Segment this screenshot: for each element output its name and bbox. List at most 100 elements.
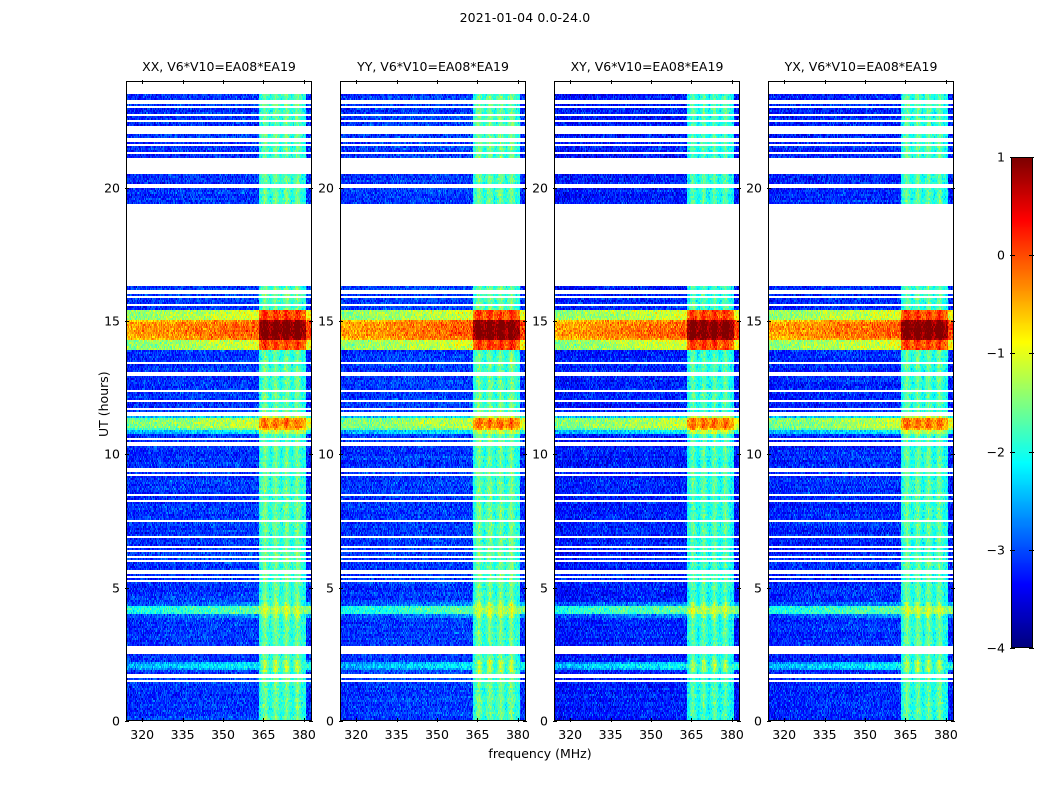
panel-xx-xtick-top xyxy=(303,80,305,84)
panel-yy-xtick xyxy=(437,718,439,722)
panel-xx-xticklabel: 350 xyxy=(211,727,235,742)
panel-xx-yticklabel: 15 xyxy=(104,313,120,329)
panel-yy-xticklabel: 365 xyxy=(465,727,490,742)
panel-yx-xtick xyxy=(824,718,826,722)
figure-suptitle: 2021-01-04 0.0-24.0 xyxy=(459,10,591,25)
panel-xx-ytick-right xyxy=(309,721,313,722)
colorbar-ticklabel: 0 xyxy=(997,247,1005,263)
panel-xy-xtick xyxy=(691,718,693,722)
panel-yy-yticklabel: 0 xyxy=(326,713,334,729)
panel-xx-xticklabel: 320 xyxy=(130,727,155,742)
panel-yx-ytick-right xyxy=(951,721,955,722)
panel-xy-xtick xyxy=(731,718,733,722)
panel-xy-title: XY, V6*V10=EA08*EA19 xyxy=(570,59,724,74)
x-axis-label: frequency (MHz) xyxy=(488,746,592,761)
panel-xx-axes xyxy=(126,81,312,721)
panel-yy-ytick xyxy=(339,187,343,189)
panel-xx-ytick xyxy=(125,321,129,322)
panel-yy-spectrogram xyxy=(341,82,525,720)
panel-yy: YY, V6*V10=EA08*EA19 320 335 350 365 380 0 5 10 1… xyxy=(318,59,530,742)
panel-xy-xtick-top xyxy=(570,80,572,84)
panel-yx-title: YX, V6*V10=EA08*EA19 xyxy=(784,59,938,74)
panel-xy-ytick xyxy=(553,187,557,189)
panel-yy-xtick xyxy=(356,718,358,722)
panel-xy-ytick-right xyxy=(737,454,741,456)
panel-yx-ytick xyxy=(767,587,771,589)
panel-yy-xtick xyxy=(396,718,398,722)
panel-xx-spectrogram xyxy=(127,82,311,720)
panel-xy-ytick-right xyxy=(737,321,741,322)
panel-xy-xtick xyxy=(651,718,653,722)
colorbar-tick xyxy=(1010,549,1015,551)
panel-xx-xtick-top xyxy=(223,80,225,84)
panel-yx-ytick-right xyxy=(951,454,955,456)
panel-xx-ytick xyxy=(125,587,129,589)
panel-yx-ytick xyxy=(767,187,771,189)
panel-yx-ytick-right xyxy=(951,587,955,589)
y-axis-label: UT (hours) xyxy=(96,371,111,437)
panel-yx-xtick xyxy=(945,718,947,722)
panel-xx-xtick xyxy=(223,718,225,722)
panel-yy-xtick-top xyxy=(437,80,439,84)
panel-xx-xticklabel: 380 xyxy=(291,727,316,742)
panel-xy: XY, V6*V10=EA08*EA19 320 335 350 365 380 0 5 10 1… xyxy=(532,59,744,742)
colorbar-tick xyxy=(1010,648,1015,649)
colorbar-tick xyxy=(1010,353,1015,355)
panel-xy-xticklabel: 380 xyxy=(719,727,744,742)
colorbar-ticklabel: −4 xyxy=(986,640,1005,656)
panel-xx-ytick-right xyxy=(309,187,313,189)
panel-yy-xtick-top xyxy=(356,80,358,84)
panel-xy-xticklabel: 365 xyxy=(679,727,704,742)
panel-yx-yticklabel: 10 xyxy=(746,446,762,462)
panel-xy-yticklabel: 0 xyxy=(540,713,548,729)
panel-yx-xtick-top xyxy=(824,80,826,84)
panel-xx-ytick-right xyxy=(309,454,313,456)
panel-yx-xtick xyxy=(905,718,907,722)
colorbar-tick xyxy=(1010,157,1015,158)
panel-xx-xticklabel: 335 xyxy=(170,727,195,742)
panel-yy-yticklabel: 15 xyxy=(318,313,334,329)
panel-yx-xtick-top xyxy=(784,80,786,84)
panel-xy-spectrogram xyxy=(555,82,739,720)
panel-yx-yticklabel: 15 xyxy=(746,313,762,329)
colorbar-tick-right xyxy=(1029,451,1034,453)
panel-yy-ytick-right xyxy=(523,587,527,589)
colorbar-tick-right xyxy=(1029,353,1034,355)
panel-xy-xtick-top xyxy=(731,80,733,84)
panel-yy-ytick xyxy=(339,321,343,322)
panel-xy-xtick-top xyxy=(651,80,653,84)
panel-yy-axes xyxy=(340,81,526,721)
colorbar-tick-right xyxy=(1029,255,1034,257)
panel-yy-ytick xyxy=(339,721,343,722)
panel-yy-xticklabel: 335 xyxy=(384,727,409,742)
panel-yx-spectrogram xyxy=(769,82,953,720)
panel-yx-xtick xyxy=(865,718,867,722)
panel-xy-ytick xyxy=(553,321,557,322)
panel-xy-xticklabel: 335 xyxy=(598,727,623,742)
panel-xx: XX, V6*V10=EA08*EA19 320 335 350 365 380 0 5 10 1… xyxy=(104,59,316,742)
panel-yy-xtick-top xyxy=(396,80,398,84)
panel-yy-xtick xyxy=(517,718,519,722)
panel-xx-xtick xyxy=(263,718,265,722)
colorbar-tick xyxy=(1010,451,1015,453)
colorbar-gradient xyxy=(1011,157,1033,648)
panel-yy-xticklabel: 320 xyxy=(344,727,369,742)
panel-yy-ytick-right xyxy=(523,721,527,722)
panel-yx-xticklabel: 320 xyxy=(772,727,797,742)
panel-xx-ytick xyxy=(125,721,129,722)
panel-xx-yticklabel: 0 xyxy=(112,713,120,729)
panel-yy-yticklabel: 20 xyxy=(318,180,334,196)
panel-xx-ytick xyxy=(125,454,129,456)
panel-xy-ytick-right xyxy=(737,587,741,589)
panel-xy-xtick-top xyxy=(610,80,612,84)
panel-xy-yticklabel: 10 xyxy=(532,446,548,462)
panel-yy-xtick-top xyxy=(477,80,479,84)
panel-xy-ytick-right xyxy=(737,721,741,722)
panel-yy-ytick-right xyxy=(523,187,527,189)
panel-xy-xticklabel: 320 xyxy=(558,727,583,742)
panel-yx-yticklabel: 5 xyxy=(754,580,762,596)
colorbar: −4−3−2−101 log10 amplitude xyxy=(987,150,1034,656)
panel-yy-xtick-top xyxy=(517,80,519,84)
panel-yy-ytick-right xyxy=(523,321,527,322)
